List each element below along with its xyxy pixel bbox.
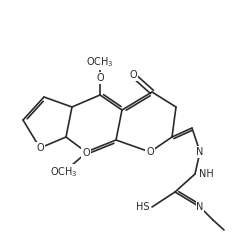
Text: O: O bbox=[82, 148, 90, 158]
Text: NH: NH bbox=[199, 169, 214, 179]
Text: N: N bbox=[196, 202, 204, 212]
Text: O: O bbox=[146, 147, 154, 157]
Text: HS: HS bbox=[135, 202, 149, 212]
Text: O: O bbox=[96, 73, 104, 83]
Text: OCH$_3$: OCH$_3$ bbox=[86, 55, 114, 69]
Text: N: N bbox=[196, 147, 204, 157]
Text: OCH$_3$: OCH$_3$ bbox=[50, 165, 78, 179]
Text: O: O bbox=[36, 143, 44, 153]
Text: O: O bbox=[129, 70, 137, 80]
